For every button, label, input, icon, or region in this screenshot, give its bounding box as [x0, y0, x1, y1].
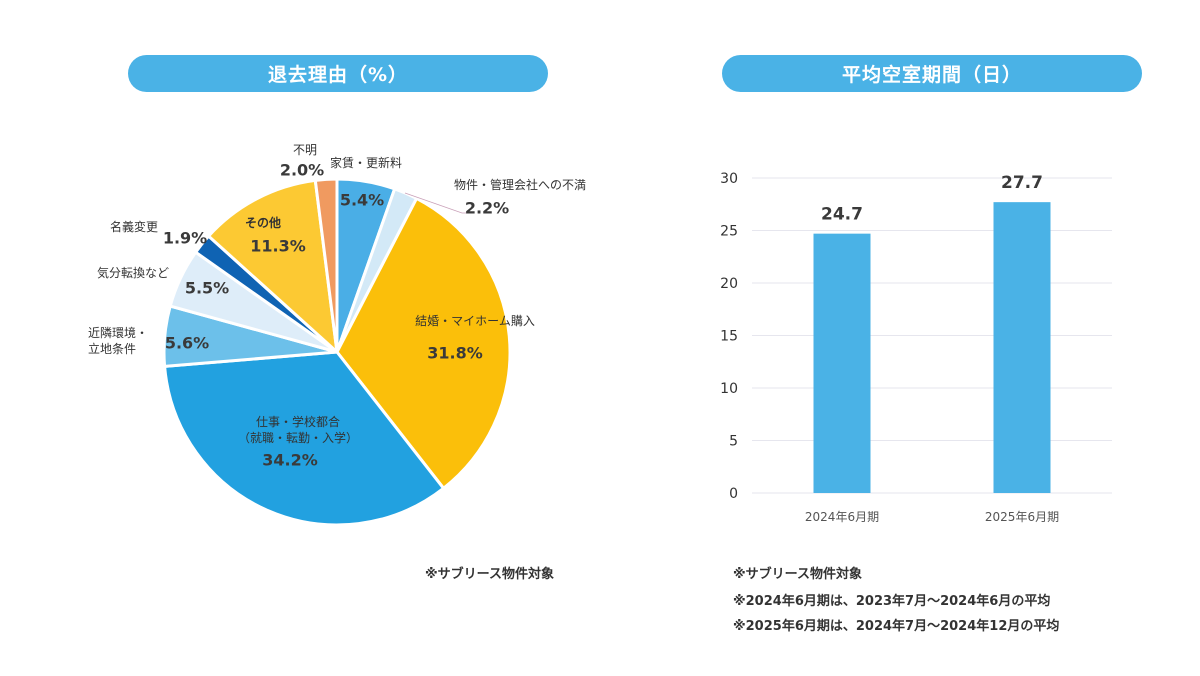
leader-line — [404, 192, 470, 214]
bar — [993, 202, 1051, 493]
bar-note-1: ※サブリース物件対象 — [733, 567, 862, 582]
slice-label-environment: 近隣環境・ 立地条件 — [87, 326, 149, 356]
pie-note: ※サブリース物件対象 — [425, 567, 554, 582]
slice-value-work: 34.2% — [262, 450, 318, 470]
x-category-label: 2024年6月期 — [805, 510, 879, 524]
x-category-label: 2025年6月期 — [985, 510, 1059, 524]
slice-label-rent: 家賃・更新料 — [329, 156, 403, 170]
pie-slice — [162, 350, 446, 527]
slice-value-dissatisfaction: 2.2% — [464, 198, 510, 218]
bar — [813, 233, 871, 493]
slice-label-work: 仕事・学校都合 （就職・転勤・入学） — [237, 415, 359, 445]
slice-label-dissatisfaction: 物件・管理会社への不満 — [453, 178, 587, 192]
slice-value-rent: 5.4% — [339, 190, 385, 210]
y-tick-label: 15 — [720, 329, 738, 345]
bar-value-label: 27.7 — [1001, 173, 1043, 193]
slice-value-marriage: 31.8% — [427, 343, 483, 363]
y-tick-label: 5 — [729, 434, 738, 450]
y-tick-label: 20 — [720, 276, 738, 292]
slice-label-unknown: 不明 — [292, 143, 318, 157]
bar-value-label: 24.7 — [821, 205, 863, 225]
pie-chart-title: 退去理由（%） — [128, 55, 548, 92]
bar-chart-title: 平均空室期間（日） — [722, 55, 1142, 92]
slice-value-name-change: 1.9% — [162, 228, 208, 248]
y-tick-label: 10 — [720, 381, 738, 397]
slice-value-other: 11.3% — [250, 236, 306, 256]
slice-value-unknown: 2.0% — [279, 160, 325, 180]
slice-label-marriage: 結婚・マイホーム購入 — [415, 314, 535, 328]
pie-slice — [206, 178, 339, 356]
slice-label-other: その他 — [244, 216, 282, 230]
bar-note-3: ※2025年6月期は、2024年7月～2024年12月の平均 — [733, 619, 1060, 634]
bar-note-2: ※2024年6月期は、2023年7月～2024年6月の平均 — [733, 594, 1051, 609]
y-tick-label: 25 — [720, 224, 738, 240]
pie-slice — [313, 177, 339, 353]
y-tick-label: 0 — [729, 486, 738, 502]
slice-label-name-change: 名義変更 — [109, 220, 159, 234]
y-tick-label: 30 — [720, 171, 738, 187]
slice-value-change-of-pace: 5.5% — [184, 278, 230, 298]
slice-label-change-of-pace: 気分転換など — [96, 266, 170, 280]
slice-value-environment: 5.6% — [164, 333, 210, 353]
pie-slice — [335, 196, 512, 491]
